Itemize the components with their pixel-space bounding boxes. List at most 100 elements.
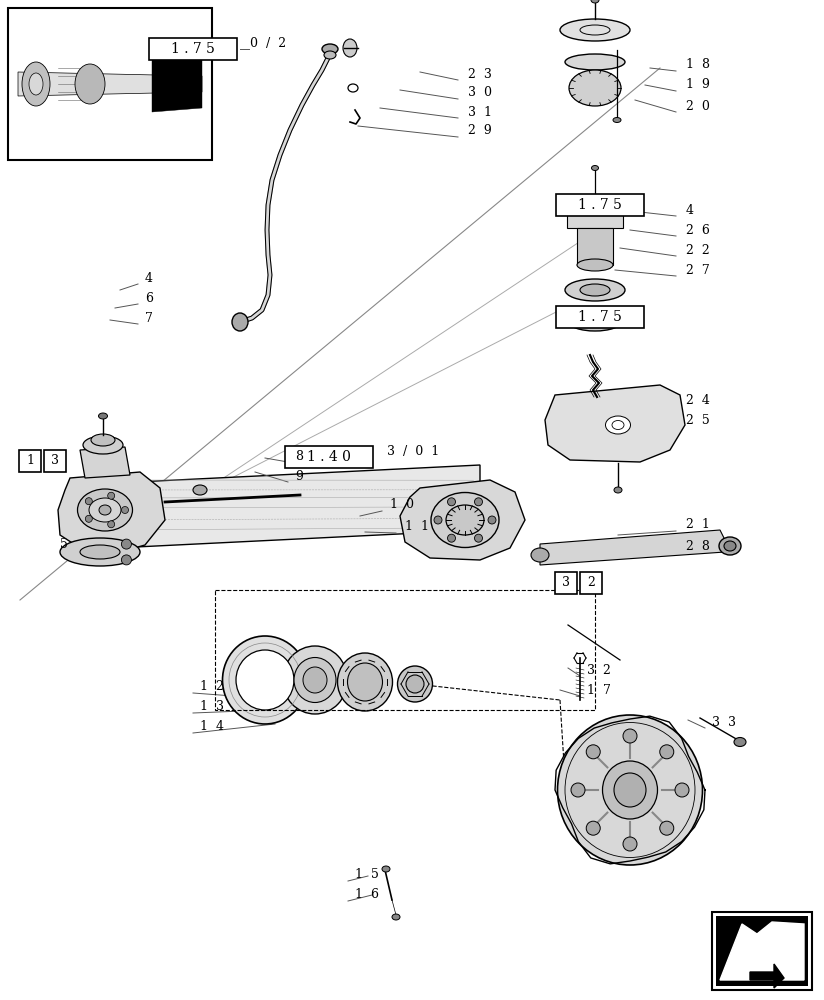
- Text: 1  4: 1 4: [200, 720, 224, 734]
- Text: 3  1: 3 1: [468, 105, 492, 118]
- Polygon shape: [720, 922, 804, 980]
- Text: 8: 8: [295, 450, 303, 462]
- Ellipse shape: [232, 313, 248, 331]
- Circle shape: [121, 555, 131, 565]
- Text: 2  9: 2 9: [468, 124, 492, 137]
- Text: 2  5: 2 5: [686, 414, 709, 426]
- Circle shape: [623, 837, 637, 851]
- Polygon shape: [750, 964, 784, 988]
- Text: 6: 6: [145, 292, 153, 304]
- Text: 1  7: 1 7: [587, 684, 611, 696]
- Text: 1: 1: [26, 454, 34, 468]
- Bar: [712, 912, 812, 990]
- Ellipse shape: [614, 773, 646, 807]
- Ellipse shape: [719, 537, 741, 555]
- Ellipse shape: [602, 761, 658, 819]
- Text: 0  /  2: 0 / 2: [250, 36, 286, 49]
- Circle shape: [108, 492, 115, 499]
- Ellipse shape: [29, 73, 43, 95]
- Text: 3: 3: [562, 576, 570, 589]
- Text: 3: 3: [51, 454, 59, 468]
- Bar: [149, 38, 237, 60]
- Text: 3  2: 3 2: [587, 664, 611, 676]
- Text: 9: 9: [295, 470, 303, 483]
- Ellipse shape: [580, 284, 610, 296]
- Ellipse shape: [83, 436, 123, 454]
- Polygon shape: [18, 72, 202, 96]
- Text: 2  4: 2 4: [686, 393, 709, 406]
- Ellipse shape: [560, 19, 630, 41]
- Circle shape: [675, 783, 689, 797]
- Circle shape: [586, 745, 600, 759]
- Polygon shape: [400, 480, 525, 560]
- Ellipse shape: [91, 434, 115, 446]
- Circle shape: [660, 745, 674, 759]
- Text: 2  7: 2 7: [686, 263, 709, 276]
- Ellipse shape: [446, 505, 484, 535]
- Bar: [44, 450, 66, 472]
- Ellipse shape: [397, 666, 433, 702]
- Circle shape: [586, 821, 600, 835]
- Text: 1  9: 1 9: [686, 79, 709, 92]
- Ellipse shape: [569, 313, 621, 331]
- Ellipse shape: [592, 165, 598, 170]
- Circle shape: [488, 516, 496, 524]
- Ellipse shape: [338, 653, 392, 711]
- Polygon shape: [540, 530, 725, 565]
- Ellipse shape: [531, 548, 549, 562]
- Ellipse shape: [80, 545, 120, 559]
- Text: 2  0: 2 0: [686, 100, 709, 112]
- Text: 1 . 4 0: 1 . 4 0: [307, 450, 351, 464]
- Ellipse shape: [392, 914, 400, 920]
- Text: 1  2: 1 2: [200, 680, 224, 694]
- Circle shape: [108, 521, 115, 528]
- Polygon shape: [545, 385, 685, 462]
- Ellipse shape: [99, 505, 111, 515]
- Bar: [555, 572, 577, 594]
- Polygon shape: [58, 472, 165, 552]
- Ellipse shape: [294, 658, 336, 702]
- Ellipse shape: [77, 489, 133, 531]
- Circle shape: [434, 516, 442, 524]
- Ellipse shape: [283, 646, 348, 714]
- Text: 1  8: 1 8: [686, 58, 710, 72]
- Polygon shape: [567, 212, 623, 228]
- Circle shape: [475, 498, 483, 506]
- Ellipse shape: [591, 0, 599, 3]
- Circle shape: [447, 534, 456, 542]
- Bar: [285, 446, 373, 468]
- Ellipse shape: [322, 44, 338, 54]
- Ellipse shape: [222, 636, 307, 724]
- Text: 3  3: 3 3: [712, 716, 736, 728]
- Text: 4: 4: [145, 271, 153, 284]
- Ellipse shape: [75, 64, 105, 104]
- Circle shape: [623, 729, 637, 743]
- Text: 5: 5: [60, 538, 68, 552]
- Circle shape: [121, 506, 129, 514]
- Ellipse shape: [60, 538, 140, 566]
- Text: 4: 4: [686, 204, 694, 217]
- Ellipse shape: [565, 279, 625, 301]
- Polygon shape: [577, 228, 613, 265]
- Circle shape: [571, 783, 585, 797]
- Ellipse shape: [734, 738, 746, 746]
- Ellipse shape: [614, 487, 622, 493]
- Text: 2: 2: [587, 576, 595, 589]
- Circle shape: [86, 515, 92, 522]
- Ellipse shape: [431, 492, 499, 548]
- Text: 2  8: 2 8: [686, 540, 709, 552]
- Bar: [716, 916, 808, 986]
- Ellipse shape: [162, 60, 192, 108]
- Ellipse shape: [193, 485, 207, 495]
- Text: 1 . 7 5: 1 . 7 5: [578, 198, 622, 212]
- Ellipse shape: [324, 51, 336, 59]
- Text: 2  2: 2 2: [686, 243, 709, 256]
- Bar: [580, 572, 602, 594]
- Ellipse shape: [606, 416, 630, 434]
- Circle shape: [475, 534, 483, 542]
- Circle shape: [660, 821, 674, 835]
- Polygon shape: [152, 56, 202, 112]
- Text: 1  6: 1 6: [355, 888, 379, 902]
- Ellipse shape: [22, 62, 50, 106]
- Circle shape: [86, 498, 92, 505]
